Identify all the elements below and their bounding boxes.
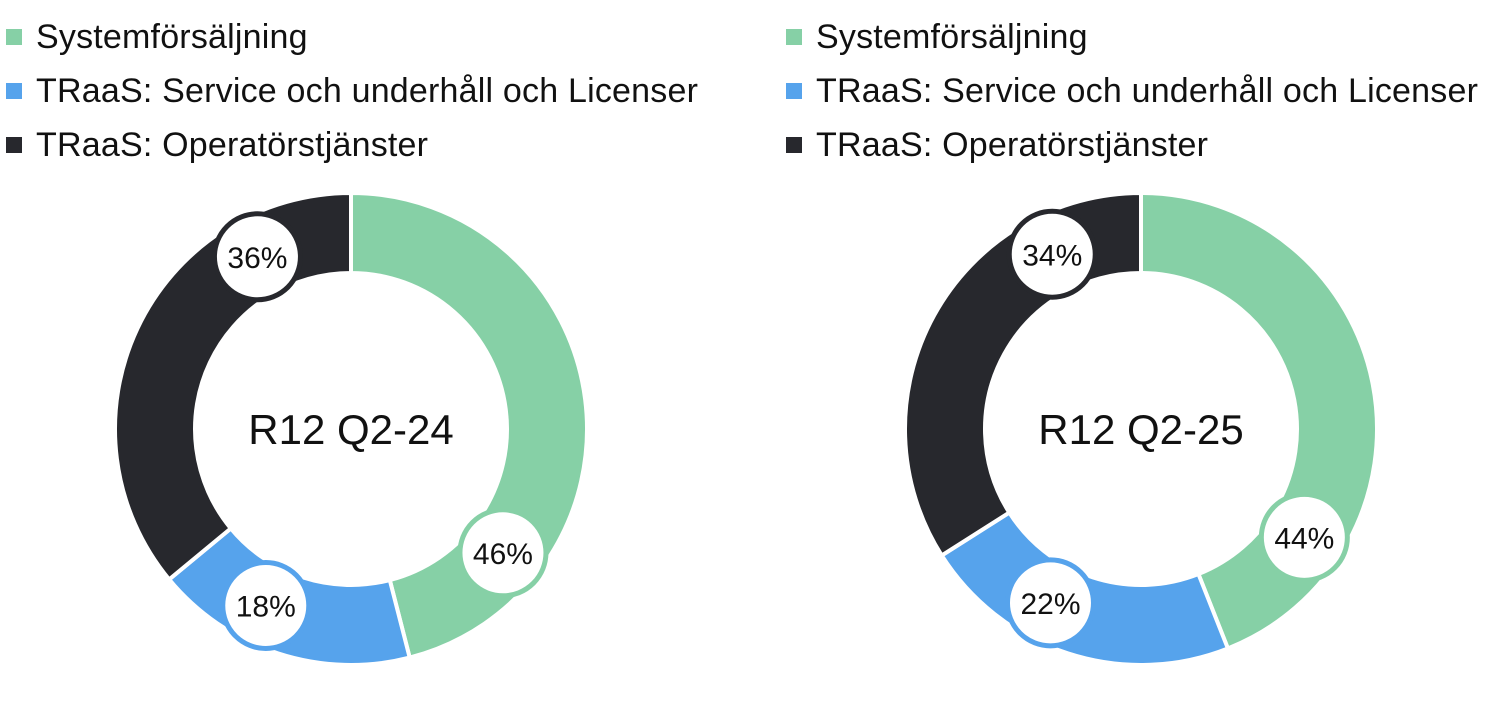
percent-label-circle (211, 211, 303, 303)
percent-label-circle (1258, 491, 1350, 583)
slice-operator (113, 190, 353, 583)
donut-chart: 44% 22% 34% R12 Q2-25 (903, 190, 1379, 667)
percent-label: 44% (1274, 522, 1334, 555)
percent-label-circle (1006, 208, 1098, 300)
center-label: R12 Q2-25 (1038, 406, 1243, 453)
legend-swatch-systemforsaljning (786, 29, 802, 45)
percent-label-bubble: 36% (211, 211, 303, 303)
percent-label-bubble: 18% (220, 559, 312, 651)
legend-item-systemforsaljning: Systemförsäljning (786, 10, 1478, 64)
legend: Systemförsäljning TRaaS: Service och und… (786, 10, 1478, 172)
legend-label: TRaaS: Service och underhåll och License… (36, 71, 699, 110)
legend-label: Systemförsäljning (816, 17, 1088, 56)
legend-item-operator: TRaaS: Operatörstjänster (6, 118, 698, 172)
percent-label: 36% (227, 242, 287, 275)
donut-chart: 46% 18% 36% R12 Q2-24 (113, 190, 589, 667)
percent-label: 34% (1022, 239, 1082, 272)
percent-label-circle (457, 507, 549, 599)
percent-label: 18% (236, 590, 296, 623)
percent-label-circle (220, 559, 312, 651)
legend-item-systemforsaljning: Systemförsäljning (6, 10, 698, 64)
legend-item-service: TRaaS: Service och underhåll och License… (6, 64, 698, 118)
chart-panel-q2-25: Systemförsäljning TRaaS: Service och und… (746, 0, 1486, 708)
legend: Systemförsäljning TRaaS: Service och und… (6, 10, 698, 172)
legend-swatch-service (786, 83, 802, 99)
legend-item-operator: TRaaS: Operatörstjänster (786, 118, 1478, 172)
percent-label-bubble: 22% (1004, 557, 1096, 649)
legend-label: TRaaS: Operatörstjänster (36, 125, 429, 164)
percent-label-bubble: 46% (457, 507, 549, 599)
legend-label: TRaaS: Operatörstjänster (816, 125, 1209, 164)
legend-swatch-operator (6, 137, 22, 153)
percent-label-bubble: 44% (1258, 491, 1350, 583)
legend-label: TRaaS: Service och underhåll och License… (816, 71, 1479, 110)
percent-label-bubble: 34% (1006, 208, 1098, 300)
percent-label: 22% (1020, 588, 1080, 621)
percent-label: 46% (473, 538, 533, 571)
legend-swatch-operator (786, 137, 802, 153)
chart-panel-q2-24: Systemförsäljning TRaaS: Service och und… (0, 0, 740, 708)
percent-label-circle (1004, 557, 1096, 649)
legend-label: Systemförsäljning (36, 17, 308, 56)
legend-swatch-service (6, 83, 22, 99)
legend-swatch-systemforsaljning (6, 29, 22, 45)
legend-item-service: TRaaS: Service och underhåll och License… (786, 64, 1478, 118)
center-label: R12 Q2-24 (248, 406, 453, 453)
